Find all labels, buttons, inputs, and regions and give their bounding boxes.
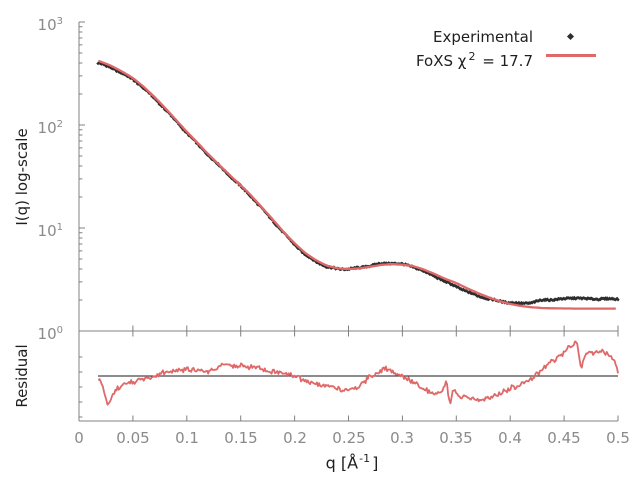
legend-label-experimental: Experimental: [432, 28, 533, 46]
main-y-axis-label: I(q) log-scale: [13, 128, 31, 226]
xtick-0: 0: [74, 429, 84, 447]
axes-and-ticks: [78, 21, 619, 422]
residual-y-axis-label: Residual: [13, 344, 31, 408]
xtick-04: 0.4: [498, 429, 522, 447]
xtick-045: 0.45: [547, 429, 581, 447]
ytick-1e2: 102: [37, 119, 63, 137]
xtick-01: 0.1: [175, 429, 199, 447]
ytick-1e3: 103: [37, 16, 63, 34]
foxs-fit-line: [97, 59, 616, 310]
xtick-005: 0.05: [116, 429, 150, 447]
x-axis-label: q [Å-1]: [325, 452, 379, 473]
xtick-02: 0.2: [283, 429, 307, 447]
xtick-03: 0.3: [390, 429, 414, 447]
residual-line: [97, 340, 619, 406]
legend-foxs-line-sample: [546, 54, 596, 57]
xtick-05: 0.5: [606, 429, 630, 447]
xtick-015: 0.15: [224, 429, 258, 447]
ytick-1e0: 100: [37, 325, 63, 343]
xtick-025: 0.25: [332, 429, 366, 447]
xtick-035: 0.35: [439, 429, 473, 447]
ytick-1e1: 101: [37, 222, 63, 240]
